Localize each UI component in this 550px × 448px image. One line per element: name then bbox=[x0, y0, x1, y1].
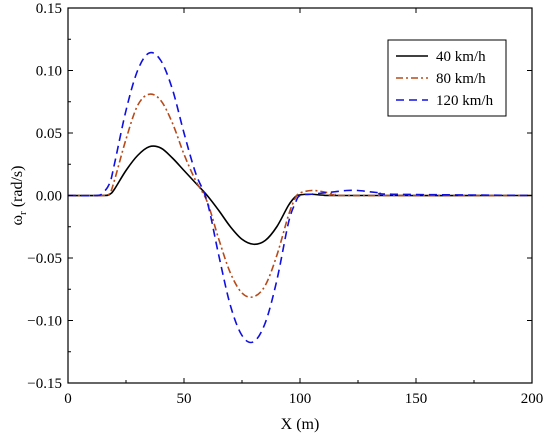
x-tick-label: 150 bbox=[405, 391, 428, 407]
y-axis-unit: (rad/s) bbox=[9, 166, 26, 212]
legend-label: 120 km/h bbox=[436, 93, 494, 109]
legend: 40 km/h 80 km/h 120 km/h bbox=[387, 39, 507, 117]
y-tick-label: 0.15 bbox=[36, 1, 62, 17]
x-tick-label: 0 bbox=[64, 391, 72, 407]
y-tick-label: 0.00 bbox=[36, 189, 62, 205]
x-tick-label: 50 bbox=[177, 391, 192, 407]
legend-label: 40 km/h bbox=[436, 49, 486, 65]
y-tick-label: −0.05 bbox=[27, 251, 62, 267]
series-layer bbox=[68, 51, 532, 344]
y-tick-label: 0.10 bbox=[36, 64, 62, 80]
x-tick-label: 200 bbox=[521, 391, 544, 407]
legend-label: 80 km/h bbox=[436, 71, 486, 87]
series-line-80-km-h bbox=[68, 93, 532, 299]
y-tick-label: 0.05 bbox=[36, 126, 62, 142]
axis-layer: 0 50 100 150 200 −0.15 −0.10 −0.05 0.00 0.05 0.10 0… bbox=[9, 1, 543, 433]
x-tick-label: 100 bbox=[289, 391, 312, 407]
y-axis-symbol: ω bbox=[9, 215, 26, 226]
x-axis-title: X (m) bbox=[281, 416, 320, 433]
y-tick-label: −0.15 bbox=[27, 376, 62, 392]
y-axis-title: ωr (rad/s) bbox=[9, 166, 29, 226]
y-tick-label: −0.10 bbox=[27, 314, 62, 330]
series-line-120-km-h bbox=[68, 51, 532, 344]
y-axis-subscript: r bbox=[17, 211, 29, 215]
